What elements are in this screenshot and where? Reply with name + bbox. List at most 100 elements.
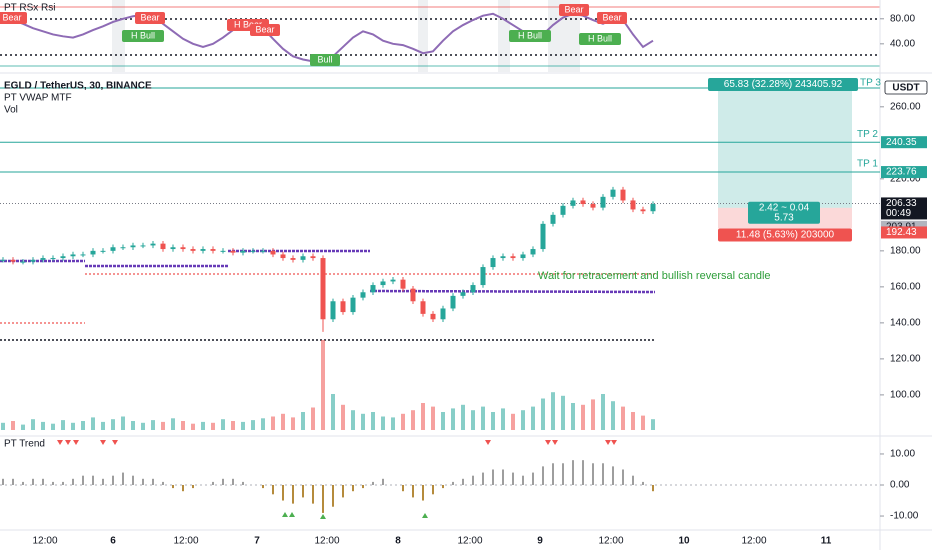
volume-bar bbox=[281, 413, 285, 430]
signal-badge bbox=[250, 24, 280, 36]
volume-bar bbox=[211, 422, 215, 430]
price-tag-label: 240.35 bbox=[886, 137, 917, 148]
candle-body bbox=[480, 267, 486, 286]
position-label-box bbox=[748, 201, 820, 224]
signal-label: H Bear bbox=[234, 19, 262, 29]
volume-bar bbox=[61, 420, 65, 430]
trend-bar bbox=[432, 485, 434, 495]
signal-label: H Bull bbox=[131, 30, 155, 40]
volume-bar bbox=[451, 408, 455, 430]
candle-body bbox=[420, 301, 426, 314]
candle-body bbox=[490, 258, 496, 268]
x-tick-label: 12:00 bbox=[314, 536, 339, 547]
volume-bar bbox=[261, 418, 265, 430]
y-tick-label: 10.00 bbox=[890, 449, 915, 460]
volume-bar bbox=[601, 394, 605, 430]
volume-bar bbox=[71, 422, 75, 430]
pane-title: PT RSx Rsi bbox=[4, 3, 56, 14]
candle-body bbox=[140, 245, 146, 247]
price-tag-label: 192.43 bbox=[886, 227, 917, 238]
volume-bar bbox=[401, 413, 405, 430]
trend-bar bbox=[162, 481, 164, 485]
y-tick-label: 40.00 bbox=[890, 38, 915, 49]
trend-bar bbox=[272, 485, 274, 495]
candle-body bbox=[350, 297, 356, 313]
candle-body bbox=[630, 200, 636, 210]
candle-body bbox=[620, 189, 626, 201]
candle-body bbox=[290, 258, 296, 260]
annotation: Wait for retracement and bullish reversa… bbox=[538, 270, 771, 282]
candle-body bbox=[210, 249, 216, 251]
candle-body bbox=[370, 285, 376, 293]
highlight bbox=[112, 0, 125, 72]
volume-bar bbox=[431, 406, 435, 430]
candle-body bbox=[130, 245, 136, 248]
position-label-box bbox=[718, 228, 852, 242]
trend-bar bbox=[52, 481, 54, 485]
trend-bar bbox=[382, 478, 384, 485]
trend-bar bbox=[172, 485, 174, 489]
trend-bar bbox=[122, 472, 124, 485]
volume-bar bbox=[631, 412, 635, 430]
y-tick-label: 80.00 bbox=[890, 13, 915, 24]
trend-bar bbox=[322, 485, 324, 513]
candle-body bbox=[0, 259, 6, 261]
pane-title: EGLD / TetherUS, 30, BINANCE bbox=[4, 81, 152, 92]
pane-title: PT Trend bbox=[4, 439, 45, 450]
signal-badge bbox=[579, 33, 621, 45]
candle-body bbox=[260, 250, 266, 252]
volume-bar bbox=[291, 417, 295, 430]
sell-marker bbox=[57, 440, 63, 445]
volume-bar bbox=[101, 421, 105, 430]
content: 80.0040.00260.00220.00180.00160.00140.00… bbox=[0, 4, 927, 547]
candle-body bbox=[120, 247, 126, 249]
price-tag bbox=[881, 136, 927, 149]
candle-body bbox=[430, 313, 436, 320]
volume-bar bbox=[551, 392, 555, 430]
trend-bar bbox=[92, 475, 94, 485]
buy-marker bbox=[320, 514, 326, 519]
candle-body bbox=[150, 243, 156, 246]
position-target: 65.83 (32.28%) 243405.92 bbox=[724, 79, 843, 90]
trend-bar bbox=[332, 485, 334, 507]
trend-bar bbox=[552, 463, 554, 485]
volume-bar bbox=[521, 410, 525, 430]
volume-bar bbox=[491, 412, 495, 430]
y-tick-label: 180.00 bbox=[890, 245, 921, 256]
currency-box bbox=[884, 80, 928, 95]
volume-bar bbox=[611, 401, 615, 430]
candle-body bbox=[300, 256, 306, 260]
trend-bar bbox=[592, 463, 594, 485]
candle-body bbox=[470, 285, 476, 293]
volume-bar bbox=[621, 406, 625, 430]
trend-bar bbox=[622, 469, 624, 485]
sell-marker bbox=[100, 440, 106, 445]
candle-body bbox=[80, 254, 86, 256]
highlight bbox=[418, 0, 428, 72]
trend-bar bbox=[472, 475, 474, 485]
volume-bar bbox=[251, 420, 255, 430]
candle-body bbox=[320, 258, 326, 320]
trend-bar bbox=[32, 478, 34, 485]
x-tick-label: 11 bbox=[821, 536, 832, 547]
volume-bar bbox=[481, 406, 485, 430]
y-tick-label: 260.00 bbox=[890, 101, 921, 112]
volume-bar bbox=[381, 416, 385, 430]
signal-label: Bull bbox=[317, 54, 332, 64]
tp-label: TP 2 bbox=[857, 129, 878, 140]
candle-body bbox=[40, 258, 46, 260]
candle-body bbox=[50, 258, 56, 260]
sell-marker bbox=[73, 440, 79, 445]
candle-body bbox=[230, 250, 236, 253]
volume-bar bbox=[361, 413, 365, 430]
candle-body bbox=[30, 259, 36, 262]
trend-bar bbox=[502, 469, 504, 485]
signal-badge bbox=[122, 30, 164, 42]
price-tag-label: 223.76 bbox=[886, 167, 917, 178]
trend-bar bbox=[112, 475, 114, 485]
trend-bar bbox=[82, 475, 84, 485]
candle-body bbox=[530, 249, 536, 255]
candle-body bbox=[360, 292, 366, 298]
sell-marker bbox=[605, 440, 611, 445]
